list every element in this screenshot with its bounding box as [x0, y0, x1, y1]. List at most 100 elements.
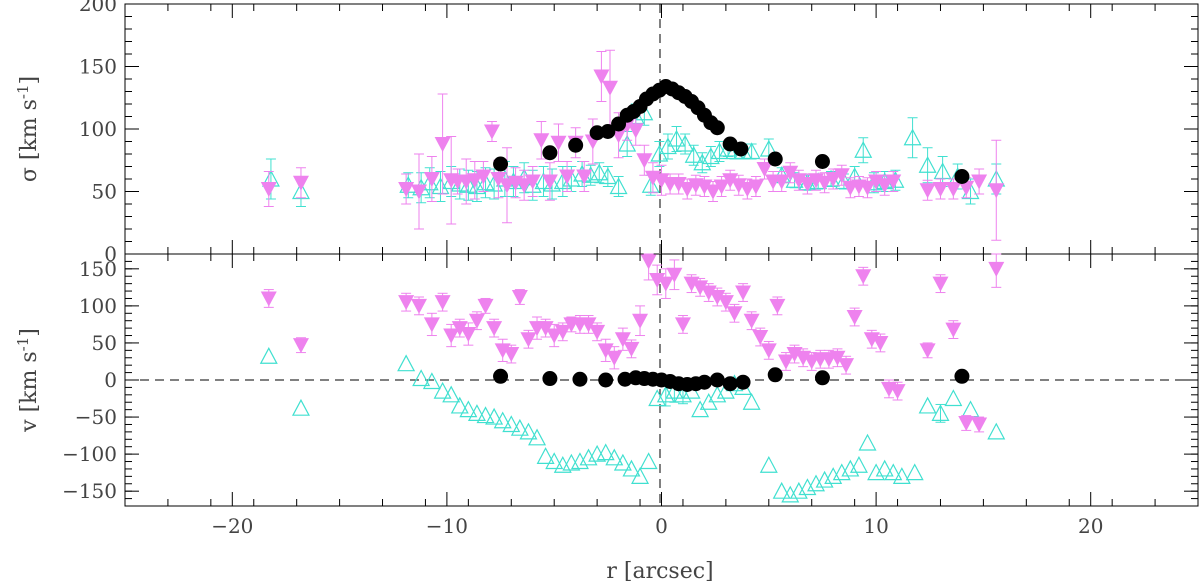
velocity-down-triangle-point [640, 254, 657, 270]
velocity-open-triangle-point [510, 418, 529, 436]
velocity-open-triangle-point [528, 428, 547, 446]
velocity-circle-point [767, 367, 783, 383]
velocity-down-triangle-point [872, 335, 889, 351]
sigma-down-triangle-point [679, 182, 696, 197]
velocity-open-triangle-point [459, 400, 478, 418]
sigma-open-triangle-point [701, 147, 720, 165]
sigma-down-triangle-point [516, 178, 533, 194]
velocity-down-triangle-point [700, 285, 717, 301]
velocity-open-triangle-point [867, 463, 886, 481]
velocity-down-triangle-point [829, 350, 846, 366]
sigma-circle-point [733, 141, 749, 157]
velocity-open-triangle-point [832, 463, 851, 481]
velocity-open-triangle-point [772, 481, 791, 499]
velocity-x-tick-label: −20 [211, 514, 253, 538]
velocity-y-tick-label: 100 [79, 294, 117, 318]
sigma-down-triangle-point [423, 172, 440, 187]
sigma-down-triangle-point [490, 172, 507, 187]
sigma-down-triangle-point [696, 179, 713, 195]
velocity-x-tick-label: 20 [1078, 514, 1103, 538]
sigma-open-triangle-point [693, 153, 712, 171]
sigma-down-triangle-point [475, 169, 492, 185]
velocity-open-triangle-point [397, 354, 416, 372]
velocity-down-triangle-point [260, 291, 277, 307]
sigma-open-triangle-point [609, 177, 628, 195]
velocity-circle-point [493, 368, 509, 384]
velocity-down-triangle-point [777, 354, 794, 370]
velocity-y-axis-label: v [km s-1] [14, 328, 42, 433]
sigma-y-tick-label: 100 [79, 117, 117, 141]
velocity-circle-point [735, 374, 751, 390]
velocity-open-triangle-point [579, 448, 598, 466]
velocity-down-triangle-point [717, 295, 734, 311]
velocity-down-triangle-point [443, 328, 460, 344]
velocity-open-triangle-point [613, 453, 632, 471]
sigma-down-triangle-point [636, 153, 653, 169]
sigma-down-triangle-point [945, 182, 962, 197]
velocity-down-triangle-point [503, 347, 520, 363]
velocity-down-triangle-point [520, 332, 537, 348]
sigma-y-tick-label: 50 [92, 180, 117, 204]
sigma-down-triangle-point [550, 135, 567, 151]
velocity-open-triangle-point [673, 385, 692, 403]
velocity-circle-point [814, 370, 830, 386]
sigma-down-triangle-point [782, 165, 799, 181]
velocity-open-triangle-point [849, 455, 868, 473]
sigma-y-ticks: 0 50 100 150 200 [79, 0, 1198, 266]
velocity-circle-point [542, 371, 558, 387]
velocity-down-triangle-point [657, 276, 674, 292]
sigma-circle-point [493, 156, 509, 172]
velocity-down-triangle-point [726, 306, 743, 322]
velocity-down-triangle-point [988, 261, 1005, 277]
velocity-open-triangle-point [485, 407, 504, 425]
sigma-down-triangle-point [876, 178, 893, 194]
sigma-open-triangle-point [710, 142, 729, 160]
sigma-down-triangle-point [958, 180, 975, 196]
velocity-y-ticks: −150 −100 −50 0 50 100 150 [62, 253, 1198, 507]
velocity-y-tick-label: −50 [75, 405, 117, 429]
sigma-down-triangle-point [483, 124, 500, 140]
sigma-down-triangle-point [825, 172, 842, 187]
sigma-down-triangle-point [398, 182, 415, 197]
sigma-down-triangle-point [971, 174, 988, 190]
sigma-down-triangle-point [670, 177, 687, 192]
velocity-open-triangle-point [781, 485, 800, 503]
velocity-down-triangle-point [971, 417, 988, 433]
velocity-down-triangle-point [468, 313, 485, 329]
velocity-x-ticks: −20 −10 0 10 20 [124, 254, 1199, 538]
velocity-open-triangle-point [884, 463, 903, 481]
sigma-open-triangle-point [598, 167, 617, 185]
velocity-down-triangle-point [743, 313, 760, 329]
sigma-x-ticks [124, 4, 1199, 254]
velocity-down-triangle-point [451, 321, 468, 337]
velocity-open-triangle-point [824, 467, 843, 484]
sigma-y-tick-label: 150 [79, 55, 117, 79]
velocity-open-triangle-point [918, 396, 937, 414]
velocity-down-triangle-point [846, 310, 863, 325]
sigma-circle-point [709, 120, 725, 136]
sigma-down-triangle-point [593, 69, 610, 85]
sigma-y-tick-label: 200 [79, 0, 117, 16]
velocity-open-triangle-point [648, 389, 667, 407]
velocity-circle-point [696, 374, 712, 390]
velocity-down-triangle-point [666, 267, 683, 283]
sigma-down-triangle-point [816, 175, 833, 191]
sigma-circle-point [568, 137, 584, 153]
velocity-circle-point [722, 376, 738, 392]
sigma-down-triangle-point [756, 162, 773, 177]
velocity-open-triangle-point [905, 463, 924, 481]
sigma-down-triangle-point [722, 173, 739, 189]
velocity-open-triangle-point [892, 467, 911, 484]
velocity-down-triangle-point [460, 327, 477, 343]
sigma-y-tick-label: 0 [104, 242, 117, 266]
velocity-open-triangle-point [798, 478, 817, 496]
velocity-down-triangle-point [554, 324, 571, 340]
sigma-open-triangle-point [667, 129, 686, 147]
sigma-open-triangle-point [291, 182, 310, 200]
sigma-open-triangle-point [903, 128, 922, 146]
sigma-down-triangle-point [885, 174, 902, 190]
velocity-open-triangle-point [412, 369, 431, 387]
sigma-down-triangle-point [466, 173, 483, 189]
